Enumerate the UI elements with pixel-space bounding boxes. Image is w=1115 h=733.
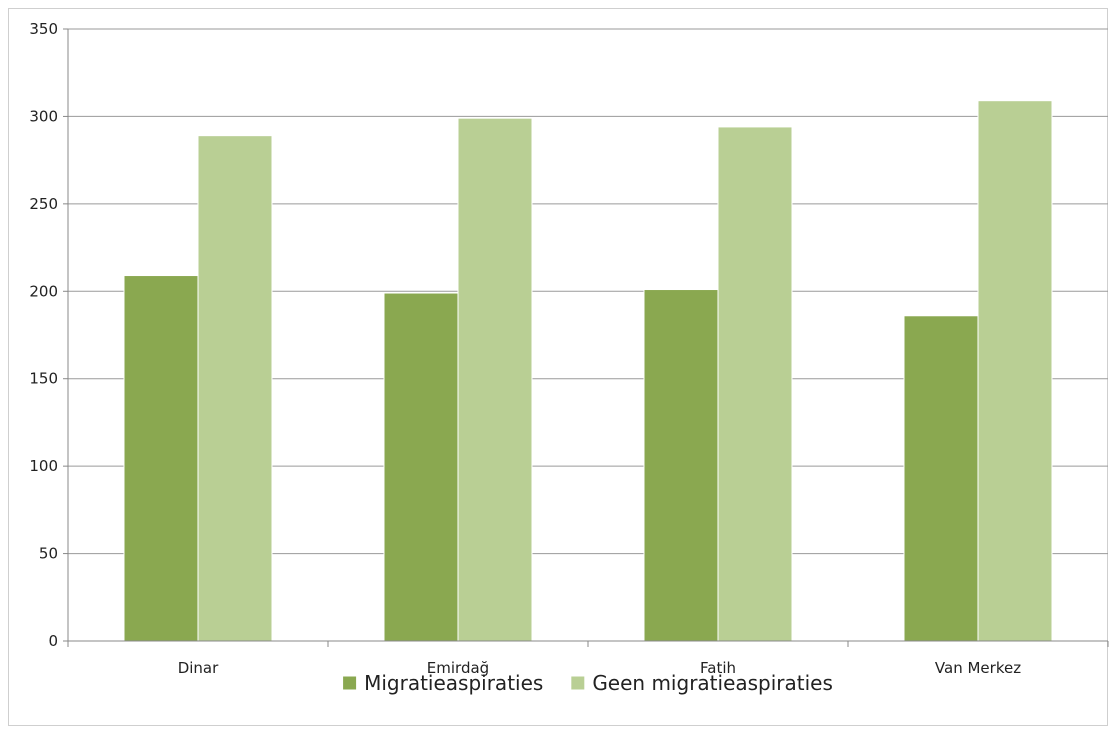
legend-label: Geen migratieaspiraties: [592, 671, 833, 695]
legend: Migratieaspiraties Geen migratieaspiratie…: [343, 671, 833, 695]
bar-geen-migratieaspiraties: [977, 100, 1053, 642]
bar-migratieaspiraties: [903, 315, 979, 642]
x-tick-label: Emirdağ: [427, 659, 489, 677]
bar-migratieaspiraties: [643, 289, 719, 642]
y-axis-ticks: 0 50 100 150 200 250 300 350: [29, 20, 68, 650]
bar-migratieaspiraties: [123, 275, 199, 642]
bars: [123, 100, 1053, 642]
bar-migratieaspiraties: [383, 292, 459, 642]
bar-geen-migratieaspiraties: [197, 135, 273, 642]
x-tick-label: Dinar: [178, 659, 219, 677]
y-tick-label: 150: [29, 370, 58, 388]
bar-geen-migratieaspiraties: [717, 126, 793, 642]
chart-border: [8, 8, 1108, 726]
y-tick-label: 300: [29, 107, 58, 125]
y-tick-label: 350: [29, 20, 58, 38]
y-tick-label: 100: [29, 457, 58, 475]
legend-swatch: [343, 676, 357, 690]
y-tick-label: 250: [29, 195, 58, 213]
legend-swatch: [571, 676, 585, 690]
bar-geen-migratieaspiraties: [457, 117, 533, 642]
x-tick-label: Van Merkez: [935, 659, 1021, 677]
y-tick-label: 50: [39, 545, 58, 563]
legend-label: Migratieaspiraties: [364, 671, 543, 695]
y-tick-label: 0: [48, 632, 58, 650]
y-tick-label: 200: [29, 282, 58, 300]
x-tick-label: Fatih: [700, 659, 736, 677]
x-axis-ticks: Dinar Emirdağ Fatih Van Merkez: [67, 641, 1109, 677]
